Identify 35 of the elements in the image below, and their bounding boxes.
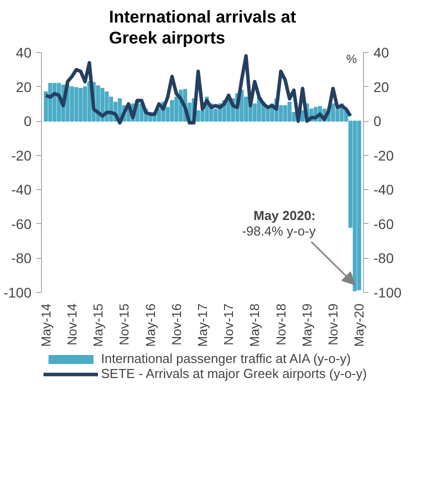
x-tick-label: Nov-19 (326, 303, 341, 346)
x-tick-label: May-18 (247, 303, 262, 347)
x-tick-label: Nov-18 (273, 303, 288, 346)
x-tick-label: May-19 (299, 303, 314, 347)
y-tick-label: -100 (3, 284, 32, 300)
x-tick-label: May-15 (90, 303, 106, 347)
x-tick-label: Nov-14 (64, 303, 80, 346)
y-tick-label: -40 (11, 182, 32, 198)
y2-axis-title: % (346, 52, 358, 66)
y2-tick-label: -20 (374, 147, 394, 164)
x-tick-label: May-14 (38, 303, 54, 347)
y2-tick-label: 40 (374, 44, 390, 60)
chart-title: International arrivals at Greek airports (108, 8, 296, 48)
y-tick-label: -20 (11, 147, 32, 164)
y2-tick-label: -60 (374, 216, 394, 232)
x-tick-label: May-16 (142, 303, 158, 347)
x-tick-label: Nov-17 (221, 303, 236, 346)
x-tick-label: Nov-16 (168, 303, 184, 346)
y-tick-label: 0 (24, 113, 32, 130)
y-tick-label: -80 (11, 250, 32, 266)
y2-tick-label: -40 (374, 182, 394, 198)
legend-label: SETE - Arrivals at major Greek airports (y-o-y) (101, 366, 367, 381)
y-tick-label: -60 (11, 216, 32, 232)
x-tick-label: Nov-15 (116, 303, 132, 346)
y2-tick-label: -80 (374, 250, 394, 266)
y2-tick-label: 20 (374, 78, 390, 95)
y2-tick-label: 0 (374, 113, 382, 130)
x-tick-label: May-17 (195, 303, 210, 347)
annotation: May 2020: (253, 208, 316, 223)
y2-tick-label: -100 (374, 284, 402, 300)
x-tick-label: May-20 (352, 303, 367, 347)
y-tick-label: 40 (16, 44, 32, 60)
legend-label: International passenger traffic at AIA (y-o-y) (101, 351, 351, 366)
y-tick-label: 20 (16, 78, 32, 95)
annotation: -98.4% y-o-y (242, 223, 316, 238)
